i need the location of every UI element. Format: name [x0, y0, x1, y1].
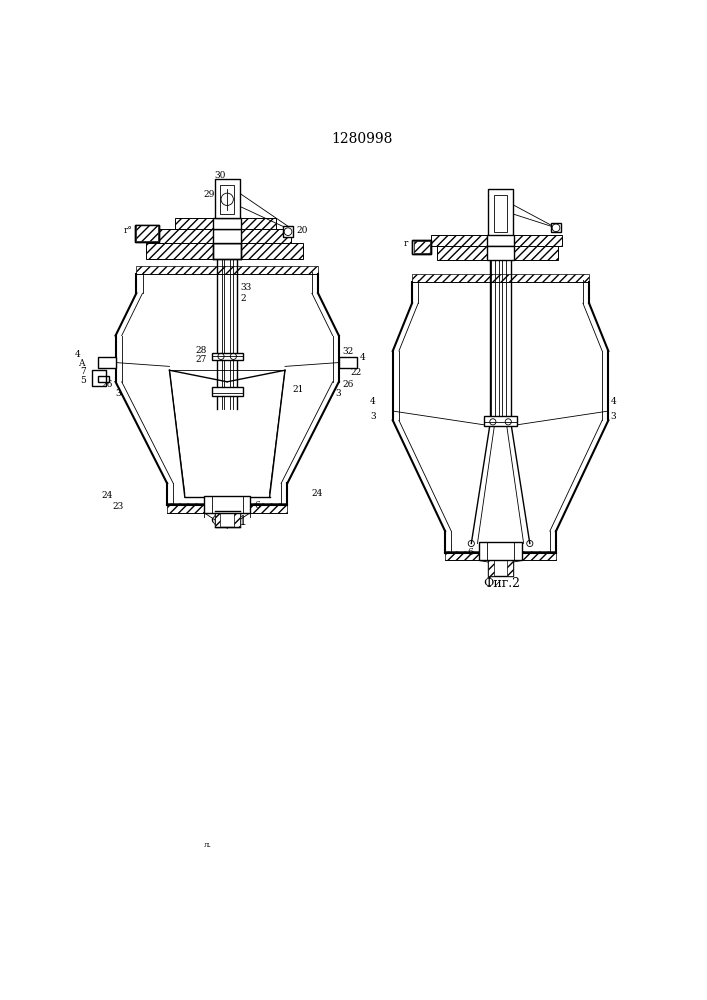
Text: 6: 6	[468, 548, 474, 557]
Bar	[412, 240, 431, 254]
Bar	[515, 246, 559, 260]
Text: Фиг.2: Фиг.2	[484, 577, 520, 590]
Bar	[486, 235, 515, 246]
Text: Фиг.1: Фиг.1	[210, 515, 247, 528]
Text: 24: 24	[102, 491, 113, 500]
Text: 2: 2	[240, 294, 246, 303]
Bar	[234, 511, 240, 527]
Text: 5: 5	[81, 376, 86, 385]
Bar	[489, 559, 493, 576]
Text: 21: 21	[293, 385, 304, 394]
Bar	[493, 195, 508, 232]
Bar	[486, 246, 515, 260]
Text: 30: 30	[214, 171, 226, 180]
Text: 23: 23	[112, 502, 123, 511]
Text: 29: 29	[204, 190, 215, 199]
Bar	[241, 243, 303, 259]
Bar	[438, 246, 486, 260]
Bar	[98, 376, 110, 382]
Text: 3: 3	[611, 412, 617, 421]
Text: 22: 22	[351, 368, 362, 377]
Bar	[431, 235, 486, 246]
Text: 1280998: 1280998	[332, 132, 392, 146]
Bar	[445, 551, 556, 560]
Bar	[167, 503, 287, 513]
Bar	[479, 542, 522, 560]
Bar	[484, 416, 518, 426]
Bar	[489, 559, 513, 576]
Text: л.: л.	[204, 841, 212, 849]
Text: 32: 32	[343, 347, 354, 356]
Bar	[136, 225, 158, 241]
Bar	[135, 225, 160, 242]
Text: 7: 7	[81, 367, 86, 376]
Text: 33: 33	[240, 283, 252, 292]
Text: r: r	[404, 239, 408, 248]
Text: 20: 20	[296, 226, 308, 235]
Bar	[214, 218, 241, 229]
Bar	[214, 229, 241, 243]
Bar	[489, 189, 513, 235]
Bar	[241, 229, 291, 243]
Bar	[160, 229, 214, 243]
Bar	[204, 496, 250, 513]
Bar	[339, 357, 356, 368]
Bar	[146, 243, 214, 259]
Bar	[283, 226, 293, 237]
Text: A: A	[78, 359, 85, 368]
Text: 28: 28	[196, 346, 207, 355]
Text: 27: 27	[196, 355, 207, 364]
Bar	[136, 266, 318, 274]
Text: 4: 4	[611, 397, 617, 406]
Text: r°: r°	[124, 226, 132, 235]
Bar	[414, 241, 430, 253]
Text: 26: 26	[102, 380, 113, 389]
Bar	[412, 240, 431, 254]
Text: 3: 3	[115, 389, 121, 398]
Bar	[551, 223, 561, 232]
Bar	[98, 357, 115, 368]
Bar	[215, 511, 221, 527]
Bar	[93, 370, 106, 386]
Bar	[215, 511, 240, 527]
Text: 26: 26	[343, 380, 354, 389]
Bar	[212, 387, 243, 396]
Bar	[135, 225, 160, 242]
Bar	[215, 179, 240, 218]
Text: 4: 4	[360, 353, 366, 362]
Bar	[214, 243, 241, 259]
Bar	[175, 218, 214, 229]
Text: 24: 24	[312, 489, 323, 498]
Text: 6: 6	[254, 500, 260, 510]
Bar	[515, 235, 562, 246]
Bar	[221, 185, 234, 214]
Bar	[241, 218, 276, 229]
Text: 3: 3	[370, 412, 376, 421]
Text: 3: 3	[335, 389, 341, 398]
Bar	[412, 274, 589, 282]
Bar	[508, 559, 513, 576]
Text: 4: 4	[75, 350, 81, 359]
Bar	[212, 353, 243, 360]
Text: 4: 4	[370, 397, 376, 406]
